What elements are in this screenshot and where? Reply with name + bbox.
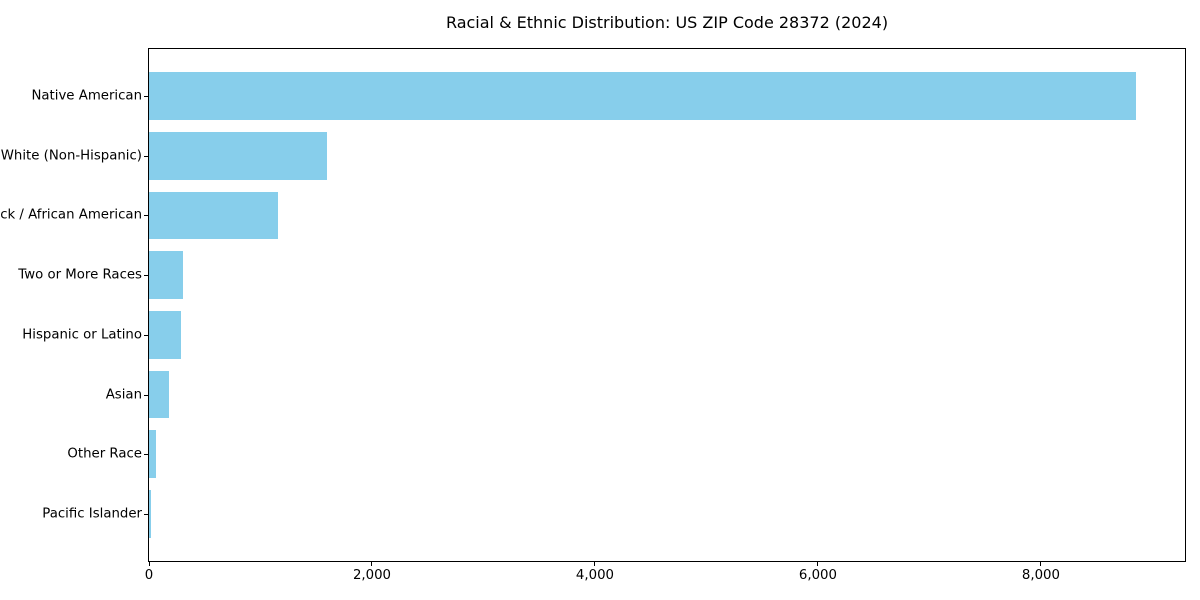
bar-pacific-islander <box>149 489 151 538</box>
bar-white-non-hispanic <box>149 131 328 180</box>
x-tick-label: 2,000 <box>352 568 392 583</box>
y-tick-mark <box>144 454 148 456</box>
category-label-white-non-hispanic: White (Non-Hispanic) <box>0 148 142 164</box>
category-label-two-or-more-races: Two or More Races <box>18 267 142 283</box>
y-tick-mark <box>144 96 148 98</box>
y-tick-mark <box>144 334 148 336</box>
x-tick-label: 8,000 <box>1021 568 1060 583</box>
y-tick-mark <box>144 215 148 217</box>
x-tick-label: 4,000 <box>575 568 615 583</box>
category-label-hispanic-or-latino: Hispanic or Latino <box>22 327 142 343</box>
plot-area <box>148 48 1186 562</box>
x-tick-mark <box>148 562 150 566</box>
category-label-other-race: Other Race <box>67 446 142 462</box>
category-label-native-american: Native American <box>31 88 142 104</box>
category-label-black-african-american: Black / African American <box>0 207 142 223</box>
chart-title: Racial & Ethnic Distribution: US ZIP Cod… <box>445 13 889 32</box>
x-tick-mark <box>817 562 819 566</box>
bar-asian <box>149 370 170 419</box>
y-tick-mark <box>144 155 148 157</box>
y-tick-mark <box>144 513 148 515</box>
x-tick-mark <box>371 562 373 566</box>
x-tick-mark <box>594 562 596 566</box>
category-label-pacific-islander: Pacific Islander <box>42 506 142 522</box>
x-tick-label: 6,000 <box>798 568 837 583</box>
y-tick-mark <box>144 275 148 277</box>
bar-hispanic-or-latino <box>149 310 182 359</box>
x-tick-mark <box>1040 562 1042 566</box>
x-tick-label: 0 <box>144 568 154 583</box>
bar-other-race <box>149 430 156 479</box>
bar-black-african-american <box>149 191 279 240</box>
category-label-asian: Asian <box>105 386 142 402</box>
bar-two-or-more-races <box>149 251 183 300</box>
y-tick-mark <box>144 394 148 396</box>
bar-native-american <box>149 72 1136 120</box>
